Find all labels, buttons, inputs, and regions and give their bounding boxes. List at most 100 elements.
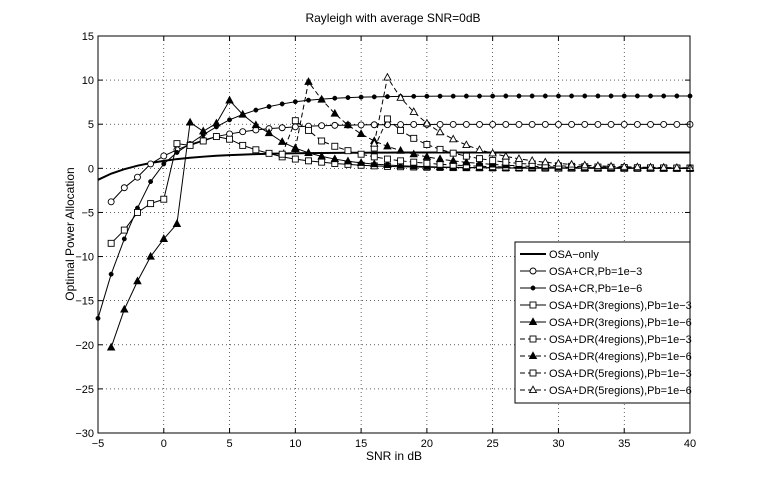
data-point — [449, 120, 457, 128]
x-tick-label: 30 — [552, 438, 564, 450]
data-point — [580, 160, 590, 169]
data-point — [422, 152, 432, 160]
data-point — [554, 158, 563, 167]
data-point — [160, 152, 168, 160]
data-point — [435, 127, 445, 136]
data-point — [252, 146, 260, 154]
data-point — [330, 154, 340, 163]
legend-label: OSA+DR(5regions),Pb=1e−6 — [549, 385, 692, 397]
legend-label: OSA−only — [549, 249, 599, 261]
data-point — [239, 128, 247, 136]
x-axis-title: SNR in dB — [366, 449, 422, 463]
data-point — [226, 135, 234, 143]
data-point — [121, 236, 127, 242]
data-point — [555, 93, 561, 99]
data-point — [199, 137, 207, 145]
x-tick-label: 35 — [618, 438, 630, 450]
data-point — [436, 160, 444, 168]
data-point — [661, 93, 667, 99]
legend-marker — [529, 267, 537, 275]
data-point — [225, 95, 234, 104]
data-point — [343, 156, 353, 165]
data-point — [396, 145, 405, 154]
data-point — [475, 158, 484, 167]
data-point — [278, 124, 286, 132]
data-point — [357, 121, 365, 129]
data-point — [383, 115, 391, 123]
data-point — [476, 120, 483, 128]
data-point — [502, 158, 510, 166]
legend-marker — [529, 369, 537, 377]
data-point — [343, 120, 353, 129]
data-point — [291, 144, 300, 152]
data-point — [567, 159, 576, 168]
data-point — [435, 154, 445, 163]
legend-marker — [529, 335, 537, 343]
data-point — [541, 157, 550, 166]
data-point — [134, 173, 141, 181]
data-point — [516, 93, 522, 99]
legend-marker — [528, 317, 538, 326]
data-point — [291, 123, 299, 131]
data-point — [436, 145, 444, 153]
data-point — [582, 93, 588, 99]
y-tick-label: 15 — [82, 31, 94, 43]
legend-label: OSA+DR(4regions),Pb=1e−3 — [549, 334, 692, 346]
data-point — [185, 117, 195, 126]
data-point — [397, 126, 405, 134]
data-point — [541, 120, 549, 128]
legend-entry: OSA+DR(4regions),Pb=1e−3 — [520, 334, 692, 346]
data-point — [476, 155, 483, 163]
data-point — [106, 342, 116, 351]
axis-ticks: −5 0 5 10 15 20 25 30 35 40 −30 −25 −20 −15 −10 −5 0 5 10 1… — [75, 31, 696, 450]
data-point — [345, 95, 351, 101]
data-point — [212, 133, 220, 141]
data-point — [291, 155, 299, 163]
data-point — [304, 77, 313, 85]
data-point — [422, 118, 432, 127]
data-point — [489, 157, 497, 165]
data-point — [673, 120, 681, 128]
data-point — [488, 148, 497, 157]
data-point — [409, 107, 418, 115]
data-point — [503, 93, 509, 99]
y-tick-label: −25 — [75, 384, 94, 396]
legend-marker — [528, 385, 538, 394]
legend-label: OSA+CR,Pb=1e−3 — [549, 266, 642, 278]
x-tick-label: 10 — [289, 438, 301, 450]
legend-entry: OSA+DR(4regions),Pb=1e−6 — [520, 351, 692, 363]
data-point — [159, 234, 169, 242]
data-point — [502, 120, 510, 128]
data-point — [620, 120, 628, 128]
data-point — [608, 93, 614, 99]
data-point — [581, 120, 589, 128]
series-3 — [95, 93, 693, 321]
data-point — [514, 154, 524, 162]
legend-entry: OSA+DR(5regions),Pb=1e−6 — [520, 385, 692, 397]
data-point — [370, 153, 378, 161]
legend-label: OSA+DR(3regions),Pb=1e−6 — [549, 317, 692, 329]
data-point — [278, 150, 286, 158]
data-point — [305, 157, 312, 165]
data-point — [356, 158, 366, 166]
data-point — [568, 120, 576, 128]
data-point — [370, 138, 379, 147]
legend-label: OSA+CR,Pb=1e−6 — [549, 283, 642, 295]
data-point — [462, 157, 471, 166]
series-line — [97, 95, 690, 319]
data-point — [383, 160, 392, 169]
data-point — [672, 162, 682, 171]
data-point — [569, 93, 575, 99]
data-point — [331, 121, 339, 129]
x-tick-label: −5 — [92, 438, 105, 450]
data-point — [423, 141, 431, 148]
y-axis-title: Optimal Power Allocation — [63, 167, 77, 300]
data-point — [462, 152, 470, 160]
data-point — [370, 159, 379, 168]
y-tick-label: 0 — [88, 163, 94, 175]
data-point — [448, 134, 458, 143]
data-point — [264, 128, 274, 137]
data-point — [383, 155, 391, 163]
data-point — [120, 226, 128, 234]
